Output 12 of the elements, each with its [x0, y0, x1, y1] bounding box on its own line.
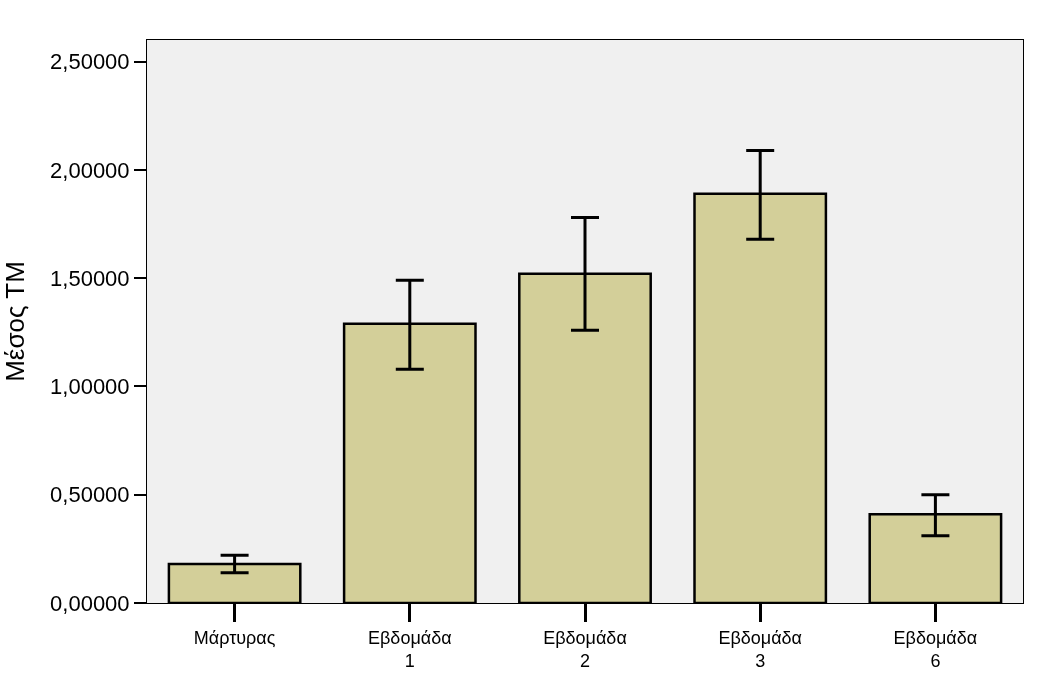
y-tick-label: 0,50000: [50, 482, 130, 508]
y-tick-label: 1,50000: [50, 265, 130, 291]
x-tick-label: Εβδομάδα 2: [543, 627, 627, 671]
x-tick-label: Εβδομάδα 3: [718, 627, 802, 671]
y-tick-label: 2,00000: [50, 157, 130, 183]
y-axis-title: Μέσος ΤΜ: [0, 261, 30, 382]
y-tick-label: 0,00000: [50, 590, 130, 616]
x-tick-label: Εβδομάδα 1: [368, 627, 452, 671]
y-tick-label: 2,50000: [50, 49, 130, 75]
x-tick-label: Εβδομάδα 6: [893, 627, 978, 671]
x-tick-label: Μάρτυρας: [193, 627, 276, 648]
y-tick-label: 1,00000: [50, 374, 130, 400]
